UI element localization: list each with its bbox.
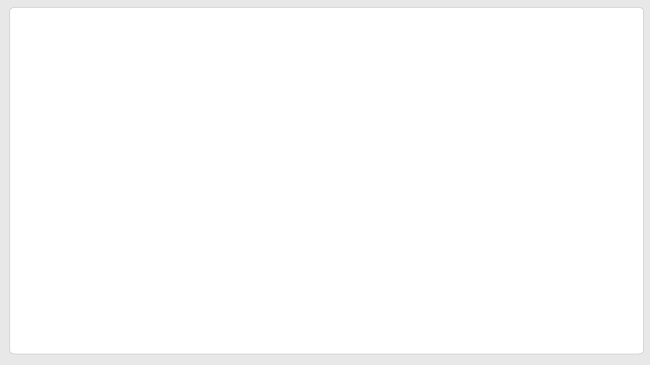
- Bar: [203, 139, 255, 292]
- Bar: [431, 92, 482, 292]
- Bar: [545, 88, 596, 292]
- Bar: [317, 112, 369, 292]
- Bar: [90, 169, 141, 292]
- Text: Market Share Analysis By Market Structure, 2025: Market Share Analysis By Market Structur…: [36, 42, 412, 57]
- Text: »»: »»: [591, 43, 614, 61]
